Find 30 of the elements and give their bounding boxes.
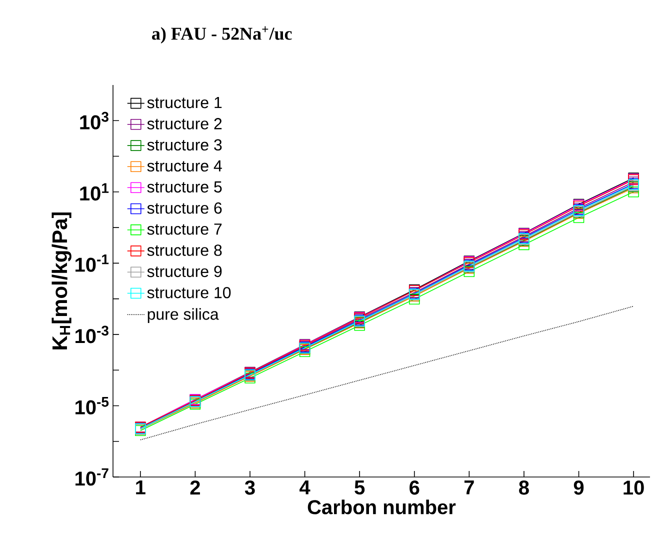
x-tick-label: 8 <box>519 480 529 495</box>
x-tick-label: 10 <box>624 480 644 495</box>
legend-label: structure 10 <box>147 286 231 298</box>
x-tick-label: 4 <box>300 480 310 494</box>
x-axis-title: Carbon number <box>308 500 456 514</box>
x-tick-label: 2 <box>190 480 200 494</box>
legend-label: structure 8 <box>147 244 222 256</box>
y-tick-label: 10$^{-3}$ <box>76 326 108 344</box>
y-axis-title: K$_{H}$[mol/kg/Pa] <box>52 212 72 350</box>
x-tick-label: 1 <box>136 480 146 494</box>
legend-label: structure 7 <box>147 224 222 235</box>
y-tick-label: 10$^{-1}$ <box>76 254 109 272</box>
legend-label: structure 9 <box>147 266 222 278</box>
x-tick-label: 9 <box>574 480 584 495</box>
x-tick-label: 5 <box>354 480 365 494</box>
legend-label: structure 4 <box>147 160 222 172</box>
y-tick-label: 10$^{1}$ <box>80 183 109 201</box>
x-tick-label: 7 <box>464 480 474 494</box>
y-tick-label: 10$^{-7}$ <box>76 468 108 486</box>
chart-title: a) FAU - 52Na$^{+}$/uc <box>152 26 292 44</box>
y-tick-label: 10$^{3}$ <box>80 112 108 130</box>
x-tick-label: 3 <box>244 480 255 495</box>
legend-label: structure 3 <box>147 139 222 151</box>
legend-label: structure 1 <box>147 97 222 108</box>
y-tick-label: 10$^{-5}$ <box>76 397 109 414</box>
legend-label: structure 5 <box>147 181 222 193</box>
legend-label: structure 2 <box>147 118 222 130</box>
legend-label: structure 6 <box>147 202 222 214</box>
x-tick-label: 6 <box>410 480 420 495</box>
legend-label: pure silica <box>148 308 219 324</box>
